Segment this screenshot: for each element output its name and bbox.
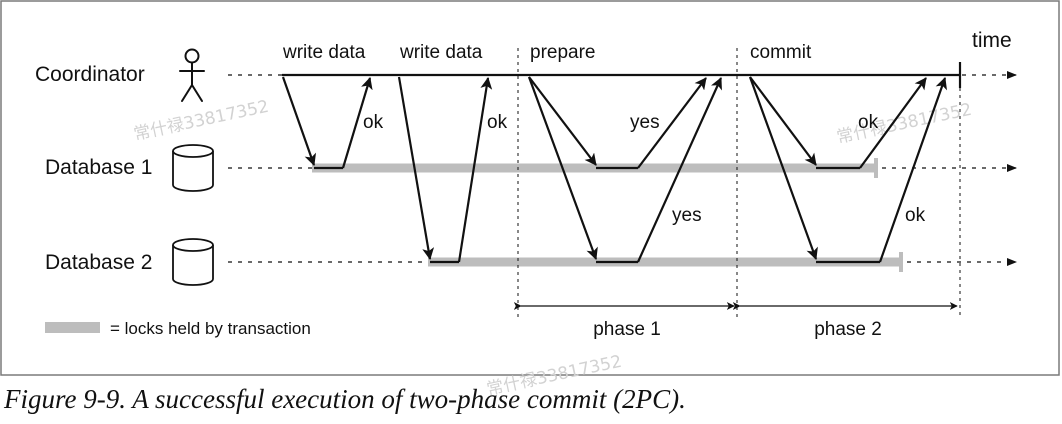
- legend-lock-swatch: [45, 322, 100, 333]
- watermark: 常什禄33817352: [132, 97, 271, 145]
- write-data-label: write data: [399, 42, 483, 63]
- ok-label: ok: [905, 205, 926, 226]
- figure-frame: [0, 0, 1060, 376]
- time-label: time: [972, 29, 1012, 52]
- prepare-label: prepare: [530, 42, 596, 63]
- ok-label: ok: [858, 112, 879, 133]
- legend-lock-label: = locks held by transaction: [110, 319, 311, 338]
- prepare-db1-arrow: [528, 76, 597, 166]
- yes-db1-arrow: [637, 77, 707, 169]
- write-data-db2-arrow: [397, 76, 435, 260]
- ok-db2-write-arrow: [457, 77, 493, 263]
- yes-db2-arrow: [636, 77, 723, 263]
- coordinator-label: Coordinator: [35, 63, 145, 86]
- ok-label: ok: [487, 112, 508, 133]
- yes-label: yes: [630, 112, 660, 133]
- database-icon: [172, 144, 214, 192]
- database2-label: Database 2: [45, 251, 152, 274]
- database1-lock-bar: [312, 163, 875, 173]
- ok-label: ok: [363, 112, 384, 133]
- write-data-db1-arrow: [281, 76, 317, 166]
- ok-db1-write-arrow: [341, 77, 373, 169]
- person-icon: [179, 48, 205, 102]
- phase1-label: phase 1: [593, 319, 661, 340]
- write-data-label: write data: [282, 42, 366, 63]
- ok-db1-commit-arrow: [859, 77, 927, 169]
- figure-caption: Figure 9-9. A successful execution of tw…: [4, 384, 686, 414]
- database1-label: Database 1: [45, 156, 152, 179]
- yes-label: yes: [672, 205, 702, 226]
- database2-lock-bar: [428, 257, 900, 267]
- commit-db1-arrow: [749, 76, 817, 166]
- phase2-label: phase 2: [814, 319, 882, 340]
- prepare-db2-arrow: [527, 76, 598, 260]
- commit-db2-arrow: [748, 76, 818, 260]
- commit-label: commit: [750, 42, 812, 63]
- database-icon: [172, 238, 214, 286]
- ok-db2-commit-arrow: [878, 77, 947, 263]
